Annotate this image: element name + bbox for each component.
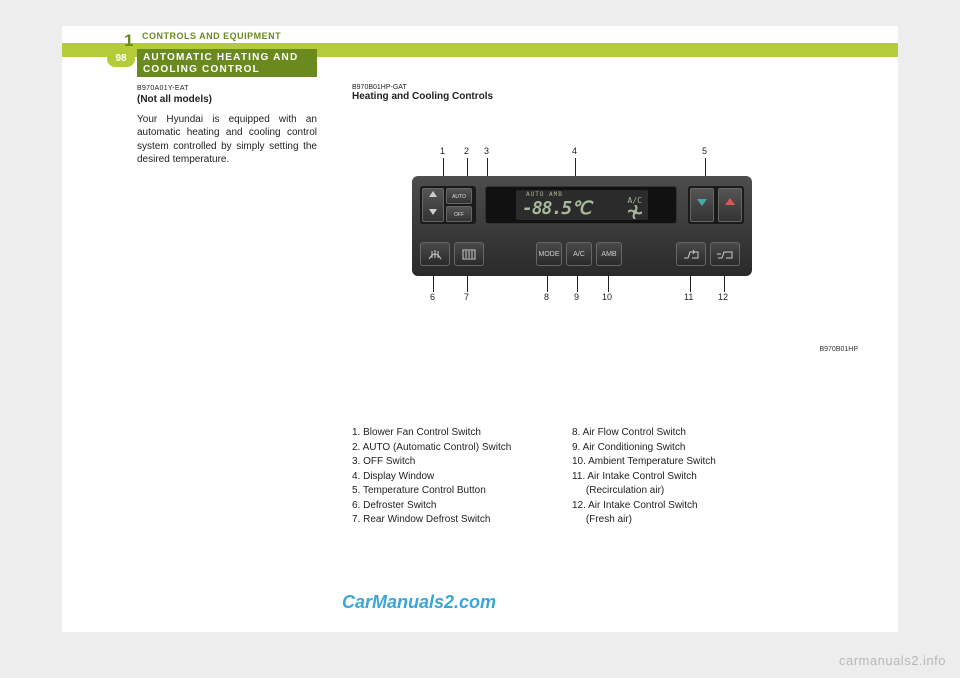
legend-item-2: 2. AUTO (Automatic Control) Switch: [352, 441, 572, 456]
defroster-button[interactable]: [420, 242, 450, 266]
callout-10: 10: [602, 292, 612, 302]
legend-item-10: 10. Ambient Temperature Switch: [572, 455, 792, 470]
legend-item-9: 9. Air Conditioning Switch: [572, 441, 792, 456]
fresh-air-button[interactable]: [710, 242, 740, 266]
legend-item-12b: (Fresh air): [572, 513, 792, 528]
lcd-ac-label: A/C: [628, 196, 642, 205]
right-column-heading: B970B01HP-GAT Heating and Cooling Contro…: [352, 84, 772, 102]
watermark: CarManuals2.com: [342, 592, 496, 613]
section-title-line1: AUTOMATIC HEATING AND: [143, 52, 298, 63]
callout-6: 6: [430, 292, 435, 302]
callout-7: 7: [464, 292, 469, 302]
callout-line: [433, 274, 434, 292]
hvac-diagram: 1 2 3 4 5 AUTO OFF AUTO AMB: [392, 146, 772, 346]
rear-defrost-button[interactable]: [454, 242, 484, 266]
rear-defrost-icon: [461, 247, 477, 261]
footer-url: carmanuals2.info: [839, 653, 946, 668]
callout-2: 2: [464, 146, 469, 156]
legend-item-8: 8. Air Flow Control Switch: [572, 426, 792, 441]
page-header: 1 CONTROLS AND EQUIPMENT: [62, 31, 898, 51]
intro-paragraph: Your Hyundai is equipped with an automat…: [137, 113, 317, 167]
hvac-panel: AUTO OFF AUTO AMB -88.5℃ A/C: [412, 176, 752, 276]
legend-item-7: 7. Rear Window Defrost Switch: [352, 513, 572, 528]
callout-8: 8: [544, 292, 549, 302]
fan-icon: [628, 205, 642, 219]
amb-button[interactable]: AMB: [596, 242, 622, 266]
legend-item-5: 5. Temperature Control Button: [352, 484, 572, 499]
temp-up-button[interactable]: [718, 188, 742, 222]
left-column: B970A01Y-EAT (Not all models) Your Hyund…: [137, 84, 317, 167]
section-number: 1: [124, 31, 133, 51]
callout-11: 11: [684, 292, 693, 302]
updown-arrows-icon: [428, 189, 438, 217]
manual-page: 1 CONTROLS AND EQUIPMENT 98 AUTOMATIC HE…: [62, 26, 898, 632]
recirc-icon: [682, 248, 700, 260]
section-label: CONTROLS AND EQUIPMENT: [142, 31, 281, 41]
legend-right: 8. Air Flow Control Switch 9. Air Condit…: [572, 426, 792, 528]
defrost-icon: [427, 247, 443, 261]
down-arrow-icon: [696, 196, 708, 208]
subtitle-not-all-models: (Not all models): [137, 93, 317, 107]
legend-item-11b: (Recirculation air): [572, 484, 792, 499]
legend-item-12: 12. Air Intake Control Switch: [572, 499, 792, 514]
temp-control-group: [688, 186, 744, 224]
callout-line: [547, 274, 548, 292]
legend-item-6: 6. Defroster Switch: [352, 499, 572, 514]
recirculation-button[interactable]: [676, 242, 706, 266]
callout-12: 12: [718, 292, 728, 302]
panel-inner: AUTO OFF AUTO AMB -88.5℃ A/C: [420, 184, 744, 268]
page-number: 98: [107, 51, 135, 67]
callout-3: 3: [484, 146, 489, 156]
callout-line: [724, 274, 725, 292]
section-title: AUTOMATIC HEATING AND COOLING CONTROL SY…: [137, 49, 317, 77]
auto-button[interactable]: AUTO: [446, 188, 472, 204]
figure-code: B970B01HP: [819, 346, 858, 353]
fan-up-down-button[interactable]: [422, 188, 444, 222]
fresh-air-icon: [716, 248, 734, 260]
mode-button[interactable]: MODE: [536, 242, 562, 266]
display-window: AUTO AMB -88.5℃ A/C: [485, 186, 677, 224]
subtitle-heating-cooling: Heating and Cooling Controls: [352, 91, 772, 102]
callout-line: [690, 274, 691, 292]
callout-line: [577, 274, 578, 292]
callout-1: 1: [440, 146, 445, 156]
callout-line: [608, 274, 609, 292]
callout-line: [467, 274, 468, 292]
callout-5: 5: [702, 146, 707, 156]
up-arrow-icon: [724, 196, 736, 208]
bottom-button-row: MODE A/C AMB: [420, 232, 744, 266]
callout-4: 4: [572, 146, 577, 156]
lcd-temperature: -88.5℃: [522, 198, 590, 219]
legend-item-3: 3. OFF Switch: [352, 455, 572, 470]
blower-fan-group: AUTO OFF: [420, 186, 476, 224]
legend-item-4: 4. Display Window: [352, 470, 572, 485]
ac-button[interactable]: A/C: [566, 242, 592, 266]
legend-left: 1. Blower Fan Control Switch 2. AUTO (Au…: [352, 426, 572, 528]
temp-down-button[interactable]: [690, 188, 714, 222]
lcd-ac-fan-icon: A/C: [628, 196, 642, 221]
lcd-top-labels: AUTO AMB: [526, 191, 563, 198]
lcd-screen: AUTO AMB -88.5℃ A/C: [516, 190, 648, 220]
ref-code-2: B970B01HP-GAT: [352, 84, 772, 91]
ref-code-1: B970A01Y-EAT: [137, 84, 317, 93]
legend-item-1: 1. Blower Fan Control Switch: [352, 426, 572, 441]
legend: 1. Blower Fan Control Switch 2. AUTO (Au…: [352, 426, 792, 528]
legend-item-11: 11. Air Intake Control Switch: [572, 470, 792, 485]
callout-9: 9: [574, 292, 579, 302]
off-button[interactable]: OFF: [446, 206, 472, 222]
